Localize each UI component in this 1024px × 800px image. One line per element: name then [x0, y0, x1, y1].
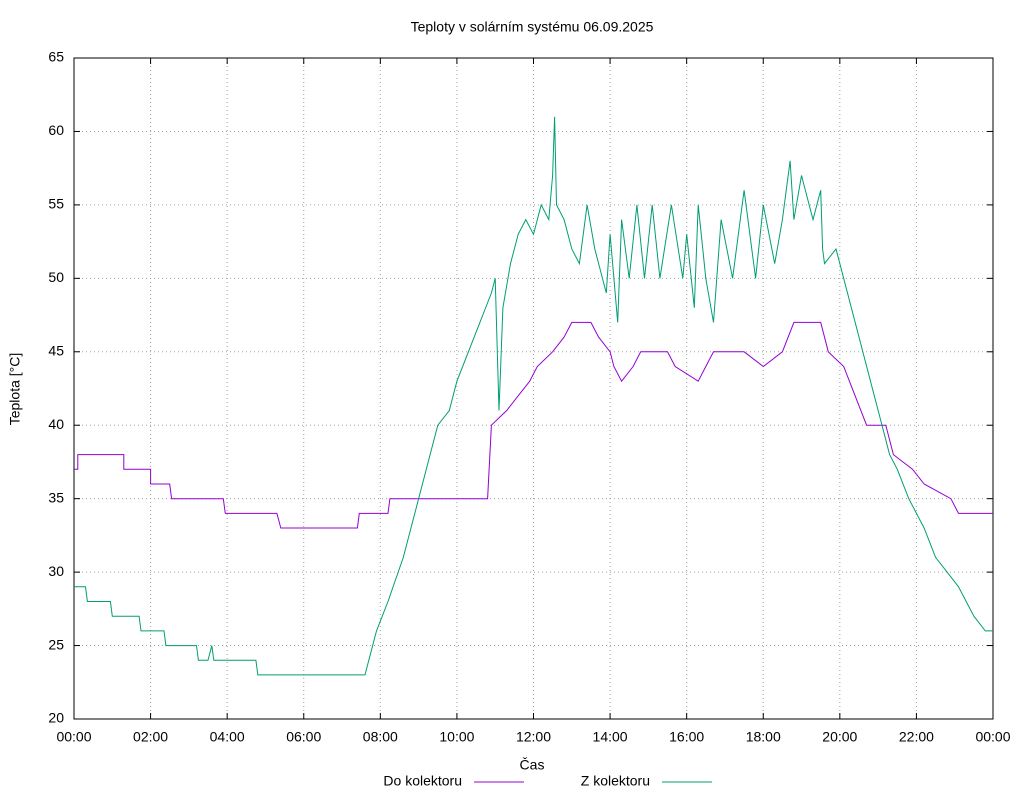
x-tick-label: 00:00 [975, 729, 1010, 745]
x-tick-label: 00:00 [56, 729, 91, 745]
x-tick-label: 06:00 [286, 729, 321, 745]
legend-label: Do kolektoru [383, 773, 462, 789]
x-tick-label: 18:00 [746, 729, 781, 745]
plot-border [73, 57, 994, 720]
y-axis-label: Teplota [°C] [7, 353, 23, 426]
x-tick-label: 20:00 [822, 729, 857, 745]
y-tick-label: 25 [48, 636, 64, 652]
y-tick-label: 20 [48, 710, 64, 726]
chart-title: Teploty v solárním systému 06.09.2025 [411, 19, 654, 35]
x-axis-label: Čas [520, 757, 545, 773]
x-tick-label: 22:00 [899, 729, 934, 745]
data-line [74, 116, 993, 676]
x-tick-label: 14:00 [593, 729, 628, 745]
y-tick-label: 55 [48, 196, 64, 212]
y-tick-label: 45 [48, 342, 64, 358]
x-tick-label: 04:00 [210, 729, 245, 745]
y-tick-label: 60 [48, 122, 64, 138]
x-tick-label: 08:00 [363, 729, 398, 745]
y-tick-label: 65 [48, 49, 64, 65]
y-tick-label: 35 [48, 489, 64, 505]
legend-label: Z kolektoru [581, 773, 650, 789]
x-tick-label: 10:00 [439, 729, 474, 745]
data-line [74, 321, 993, 529]
y-tick-label: 30 [48, 563, 64, 579]
x-tick-label: 12:00 [516, 729, 551, 745]
x-tick-label: 16:00 [669, 729, 704, 745]
x-tick-label: 02:00 [133, 729, 168, 745]
y-tick-label: 50 [48, 269, 64, 285]
y-tick-label: 40 [48, 416, 64, 432]
